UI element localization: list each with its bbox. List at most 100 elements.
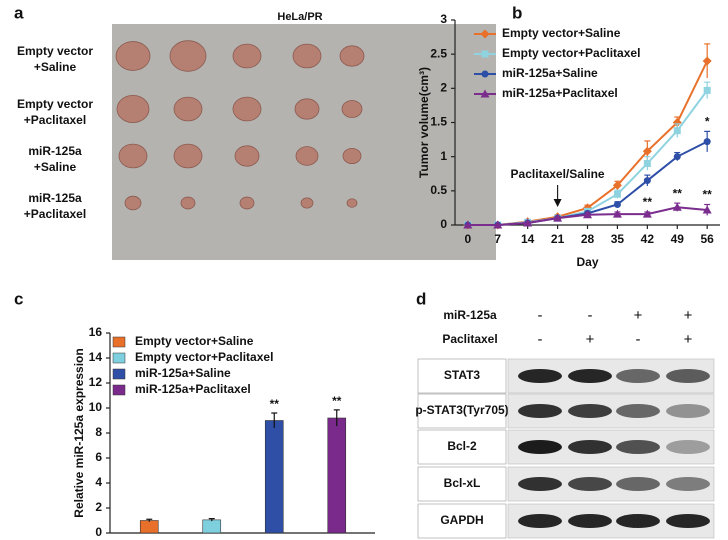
- annotation: Paclitaxel/Saline: [511, 167, 605, 181]
- arrow-head: [553, 199, 562, 207]
- band: [568, 477, 612, 491]
- marker: [613, 201, 621, 208]
- legend-label: Empty vector+Paclitaxel: [502, 46, 640, 60]
- y-tick-label: 3: [440, 12, 447, 26]
- condition-label: Paclitaxel: [442, 332, 497, 346]
- marker: [642, 146, 652, 156]
- tumor: [232, 96, 262, 122]
- band: [666, 404, 710, 418]
- band: [666, 514, 710, 528]
- condition-sign: -: [538, 307, 543, 324]
- marker: [553, 213, 563, 222]
- legend-swatch: [112, 368, 126, 380]
- condition-sign: -: [538, 331, 543, 348]
- marker: [612, 180, 622, 190]
- y-tick-label: 0: [440, 217, 447, 231]
- x-tick-label: 42: [641, 232, 655, 246]
- row-label: +Paclitaxel: [24, 113, 86, 127]
- x-tick-label: 56: [700, 232, 714, 246]
- condition-sign: -: [636, 331, 641, 348]
- significance: **: [332, 394, 342, 408]
- tumor: [346, 198, 358, 208]
- marker: [523, 218, 533, 227]
- y-tick-label: 10: [89, 400, 103, 414]
- marker: [672, 118, 682, 127]
- condition-sign: +: [586, 331, 595, 348]
- tumor: [124, 195, 142, 211]
- tumor: [180, 196, 196, 210]
- tumor: [169, 40, 207, 72]
- marker: [481, 70, 489, 78]
- y-tick-label: 14: [89, 350, 103, 364]
- band: [518, 477, 562, 491]
- condition-sign: -: [588, 307, 593, 324]
- y-axis-label: Tumor volume(cm³): [417, 67, 431, 178]
- band: [568, 404, 612, 418]
- legend-label: Empty vector+Saline: [502, 26, 621, 40]
- marker: [702, 205, 712, 214]
- marker: [583, 210, 592, 219]
- band: [518, 369, 562, 383]
- row-label: Empty vector: [17, 44, 93, 58]
- legend-swatch: [112, 384, 126, 396]
- row-label: +Paclitaxel: [24, 207, 86, 221]
- panel-label: a: [14, 3, 24, 22]
- y-tick-label: 4: [95, 475, 102, 489]
- band: [518, 440, 562, 454]
- x-axis-label: Day: [576, 255, 598, 269]
- band: [568, 514, 612, 528]
- tumor: [239, 196, 255, 210]
- significance: **: [643, 195, 653, 209]
- legend-swatch: [112, 336, 126, 348]
- x-tick-label: 0: [464, 232, 471, 246]
- y-tick-label: 2.5: [430, 46, 447, 60]
- tumor: [116, 95, 150, 124]
- x-tick-label: 28: [581, 232, 595, 246]
- photo-title: HeLa/PR: [277, 11, 322, 23]
- tumor: [115, 41, 151, 71]
- significance: **: [673, 186, 683, 200]
- tumor: [118, 143, 148, 169]
- tumor: [173, 143, 203, 169]
- marker: [612, 209, 622, 218]
- y-tick-label: 2: [440, 81, 447, 95]
- row-label: +Saline: [34, 60, 77, 74]
- condition-label: miR-125a: [443, 308, 497, 322]
- marker: [480, 89, 490, 98]
- bar: [139, 520, 159, 534]
- bar: [327, 417, 347, 534]
- band: [568, 440, 612, 454]
- significance: **: [270, 397, 280, 411]
- legend-swatch: [112, 352, 126, 364]
- row-label: miR-125a: [28, 144, 82, 158]
- condition-sign: +: [634, 307, 643, 324]
- panel-label: d: [416, 289, 426, 308]
- marker: [643, 177, 651, 185]
- y-tick-label: 1.5: [430, 115, 447, 129]
- marker: [672, 202, 682, 211]
- band: [666, 477, 710, 491]
- y-tick-label: 0.5: [430, 183, 447, 197]
- marker: [642, 209, 652, 218]
- marker: [480, 29, 490, 39]
- band: [568, 369, 612, 383]
- tumor: [173, 96, 203, 122]
- marker: [702, 56, 712, 66]
- marker: [613, 190, 621, 198]
- legend-label: miR-125a+Paclitaxel: [135, 382, 251, 396]
- marker: [481, 50, 489, 58]
- legend-label: Empty vector+Paclitaxel: [135, 350, 273, 364]
- row-label: miR-125a: [28, 191, 82, 205]
- legend-label: miR-125a+Saline: [135, 366, 231, 380]
- bar: [264, 420, 284, 534]
- band: [518, 514, 562, 528]
- tumor: [292, 43, 322, 69]
- y-tick-label: 2: [95, 500, 102, 514]
- panel-label: b: [512, 3, 522, 22]
- marker: [493, 220, 503, 229]
- protein-label: Bcl-2: [447, 439, 477, 453]
- marker: [673, 153, 681, 161]
- protein-label: STAT3: [444, 368, 481, 382]
- legend-label: miR-125a+Saline: [502, 66, 598, 80]
